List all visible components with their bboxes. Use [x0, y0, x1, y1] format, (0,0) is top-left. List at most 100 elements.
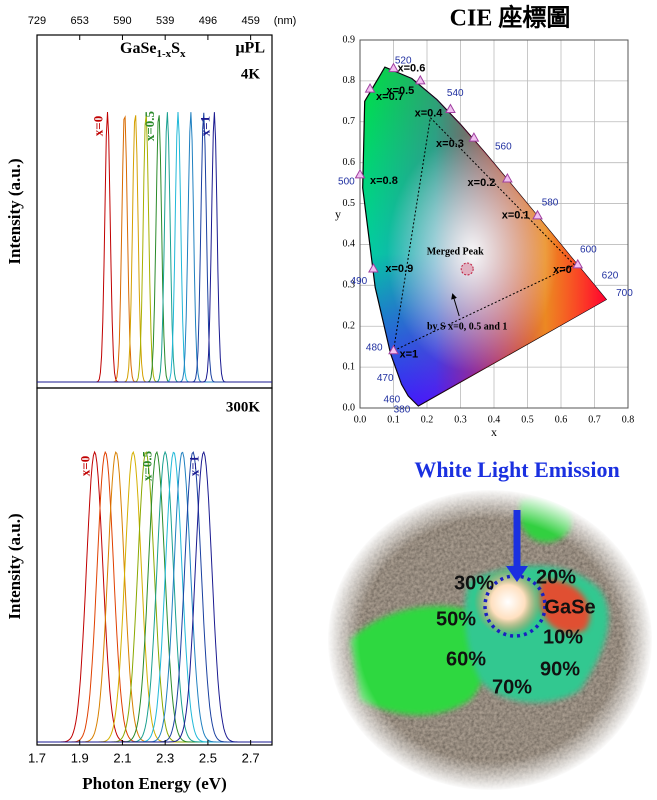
- composition-marker: [368, 262, 379, 273]
- spectrum: [37, 111, 272, 383]
- spectrum: [37, 450, 272, 743]
- top-tick-label: 590: [113, 15, 131, 27]
- photo-label: 70%: [492, 676, 532, 698]
- y-tick-label: 0.9: [343, 34, 356, 45]
- y-tick-label: 0.0: [343, 402, 356, 413]
- composition-label: x=0.1: [502, 210, 530, 222]
- y-axis-label: y: [335, 207, 341, 221]
- y-tick-label: 0.8: [343, 75, 356, 86]
- photo-label: 10%: [543, 626, 583, 648]
- composition-marker: [354, 168, 366, 179]
- wavelength-label: 380: [394, 405, 411, 416]
- wavelength-label: 700: [616, 288, 633, 299]
- composition-label: x=1: [400, 349, 419, 361]
- x-tick-label: 2.7: [242, 750, 260, 765]
- wavelength-label: 580: [542, 198, 559, 209]
- gamut-shade: [362, 67, 607, 406]
- top-tick-label: 539: [156, 15, 174, 27]
- y-tick-label: 0.5: [343, 198, 356, 209]
- composition-label: x=0.3: [436, 138, 464, 150]
- y-tick-label: 0.1: [343, 361, 356, 372]
- top-tick-label: 729: [28, 15, 46, 27]
- composition-label: x=0.8: [370, 175, 398, 187]
- photo-label: 60%: [446, 648, 486, 670]
- spectrum: [37, 112, 272, 383]
- photo-title: White Light Emission: [414, 457, 619, 482]
- photo-label: 90%: [540, 658, 580, 680]
- wavelength-label: 460: [384, 394, 401, 405]
- composition-label: x=0.2: [468, 177, 496, 189]
- wavelength-label: 620: [602, 271, 619, 282]
- spectrum: [37, 113, 272, 383]
- spectrum: [37, 115, 272, 383]
- top-tick-label: 653: [71, 15, 89, 27]
- plot-frame: [36, 34, 273, 389]
- wavelength-label: 480: [366, 342, 383, 353]
- y-tick-label: 0.3: [343, 280, 356, 291]
- series-label: x=0: [78, 456, 93, 476]
- x-tick-label: 0.6: [555, 414, 568, 425]
- composition-marker: [388, 62, 399, 73]
- photo: [327, 489, 653, 791]
- x-tick-label: 2.1: [113, 750, 131, 765]
- sample-part: x: [180, 48, 186, 60]
- photo-label: GaSe: [544, 596, 595, 618]
- sample-name: GaSe1-xSx: [120, 40, 186, 60]
- gamut-triangle: [392, 116, 576, 352]
- series-label: x=0.5: [140, 450, 155, 481]
- x-tick-label: 1.7: [28, 750, 46, 765]
- photo-label: 50%: [436, 608, 476, 630]
- wavelength-label: 470: [377, 373, 394, 384]
- wavelength-label: 490: [351, 276, 368, 287]
- spectrum: [37, 115, 272, 383]
- series-label: x=0: [90, 116, 105, 136]
- y-axis-label: Intensity (a.u.): [5, 513, 24, 619]
- composition-marker: [445, 103, 456, 114]
- wavelength-label: 520: [395, 56, 412, 67]
- y-tick-label: 0.4: [343, 239, 356, 250]
- composition-marker: [414, 74, 426, 85]
- spectrum: [37, 451, 272, 743]
- y-tick-label: 0.7: [343, 116, 356, 127]
- photo-label: 30%: [454, 572, 494, 594]
- x-tick-label: 0.2: [421, 414, 434, 425]
- wavelength-label: 540: [447, 88, 464, 99]
- temperature: 300K: [226, 399, 261, 415]
- wavelength-label: 600: [580, 244, 597, 255]
- x-tick-label: 0.1: [387, 414, 400, 425]
- wavelength-label: 560: [495, 141, 512, 152]
- wavelength-label: 500: [338, 176, 355, 187]
- composition-marker: [388, 344, 399, 355]
- spectrum: [37, 450, 272, 743]
- x-tick-label: 0.3: [454, 414, 467, 425]
- composition-label: x=0.4: [415, 107, 444, 119]
- spectrum: [37, 450, 272, 743]
- merged-peak-label: Merged Peak: [427, 246, 484, 257]
- x-tick-label: 1.9: [71, 750, 89, 765]
- x-tick-label: 0.5: [521, 414, 534, 425]
- y-tick-label: 0.2: [343, 321, 356, 332]
- spectrum: [37, 450, 272, 743]
- plot-frame: [36, 387, 273, 746]
- arrow-head: [506, 566, 528, 582]
- method: μPL: [235, 40, 265, 57]
- photo-label: 20%: [536, 566, 576, 588]
- spectrum: [37, 451, 272, 743]
- composition-label: x=0.5: [386, 85, 414, 97]
- temperature: 4K: [241, 66, 261, 82]
- x-axis-label: x: [491, 425, 497, 439]
- spectrum: [37, 112, 272, 383]
- top-tick-label: 459: [241, 15, 259, 27]
- annotation: by S x=0, 0.5 and 1: [427, 321, 507, 332]
- x-tick-label: 2.5: [199, 750, 217, 765]
- annotation-arrow: [451, 293, 460, 317]
- y-tick-label: 0.6: [343, 157, 356, 168]
- composition-marker: [572, 258, 584, 269]
- composition-marker: [502, 173, 513, 183]
- plot-frame: [359, 39, 629, 409]
- x-axis-label: Photon Energy (eV): [82, 774, 226, 793]
- y-axis-label: Intensity (a.u.): [5, 158, 24, 264]
- spectrum: [37, 450, 272, 743]
- sample-part: 1-x: [156, 48, 171, 60]
- top-axis-unit: (nm): [274, 15, 297, 27]
